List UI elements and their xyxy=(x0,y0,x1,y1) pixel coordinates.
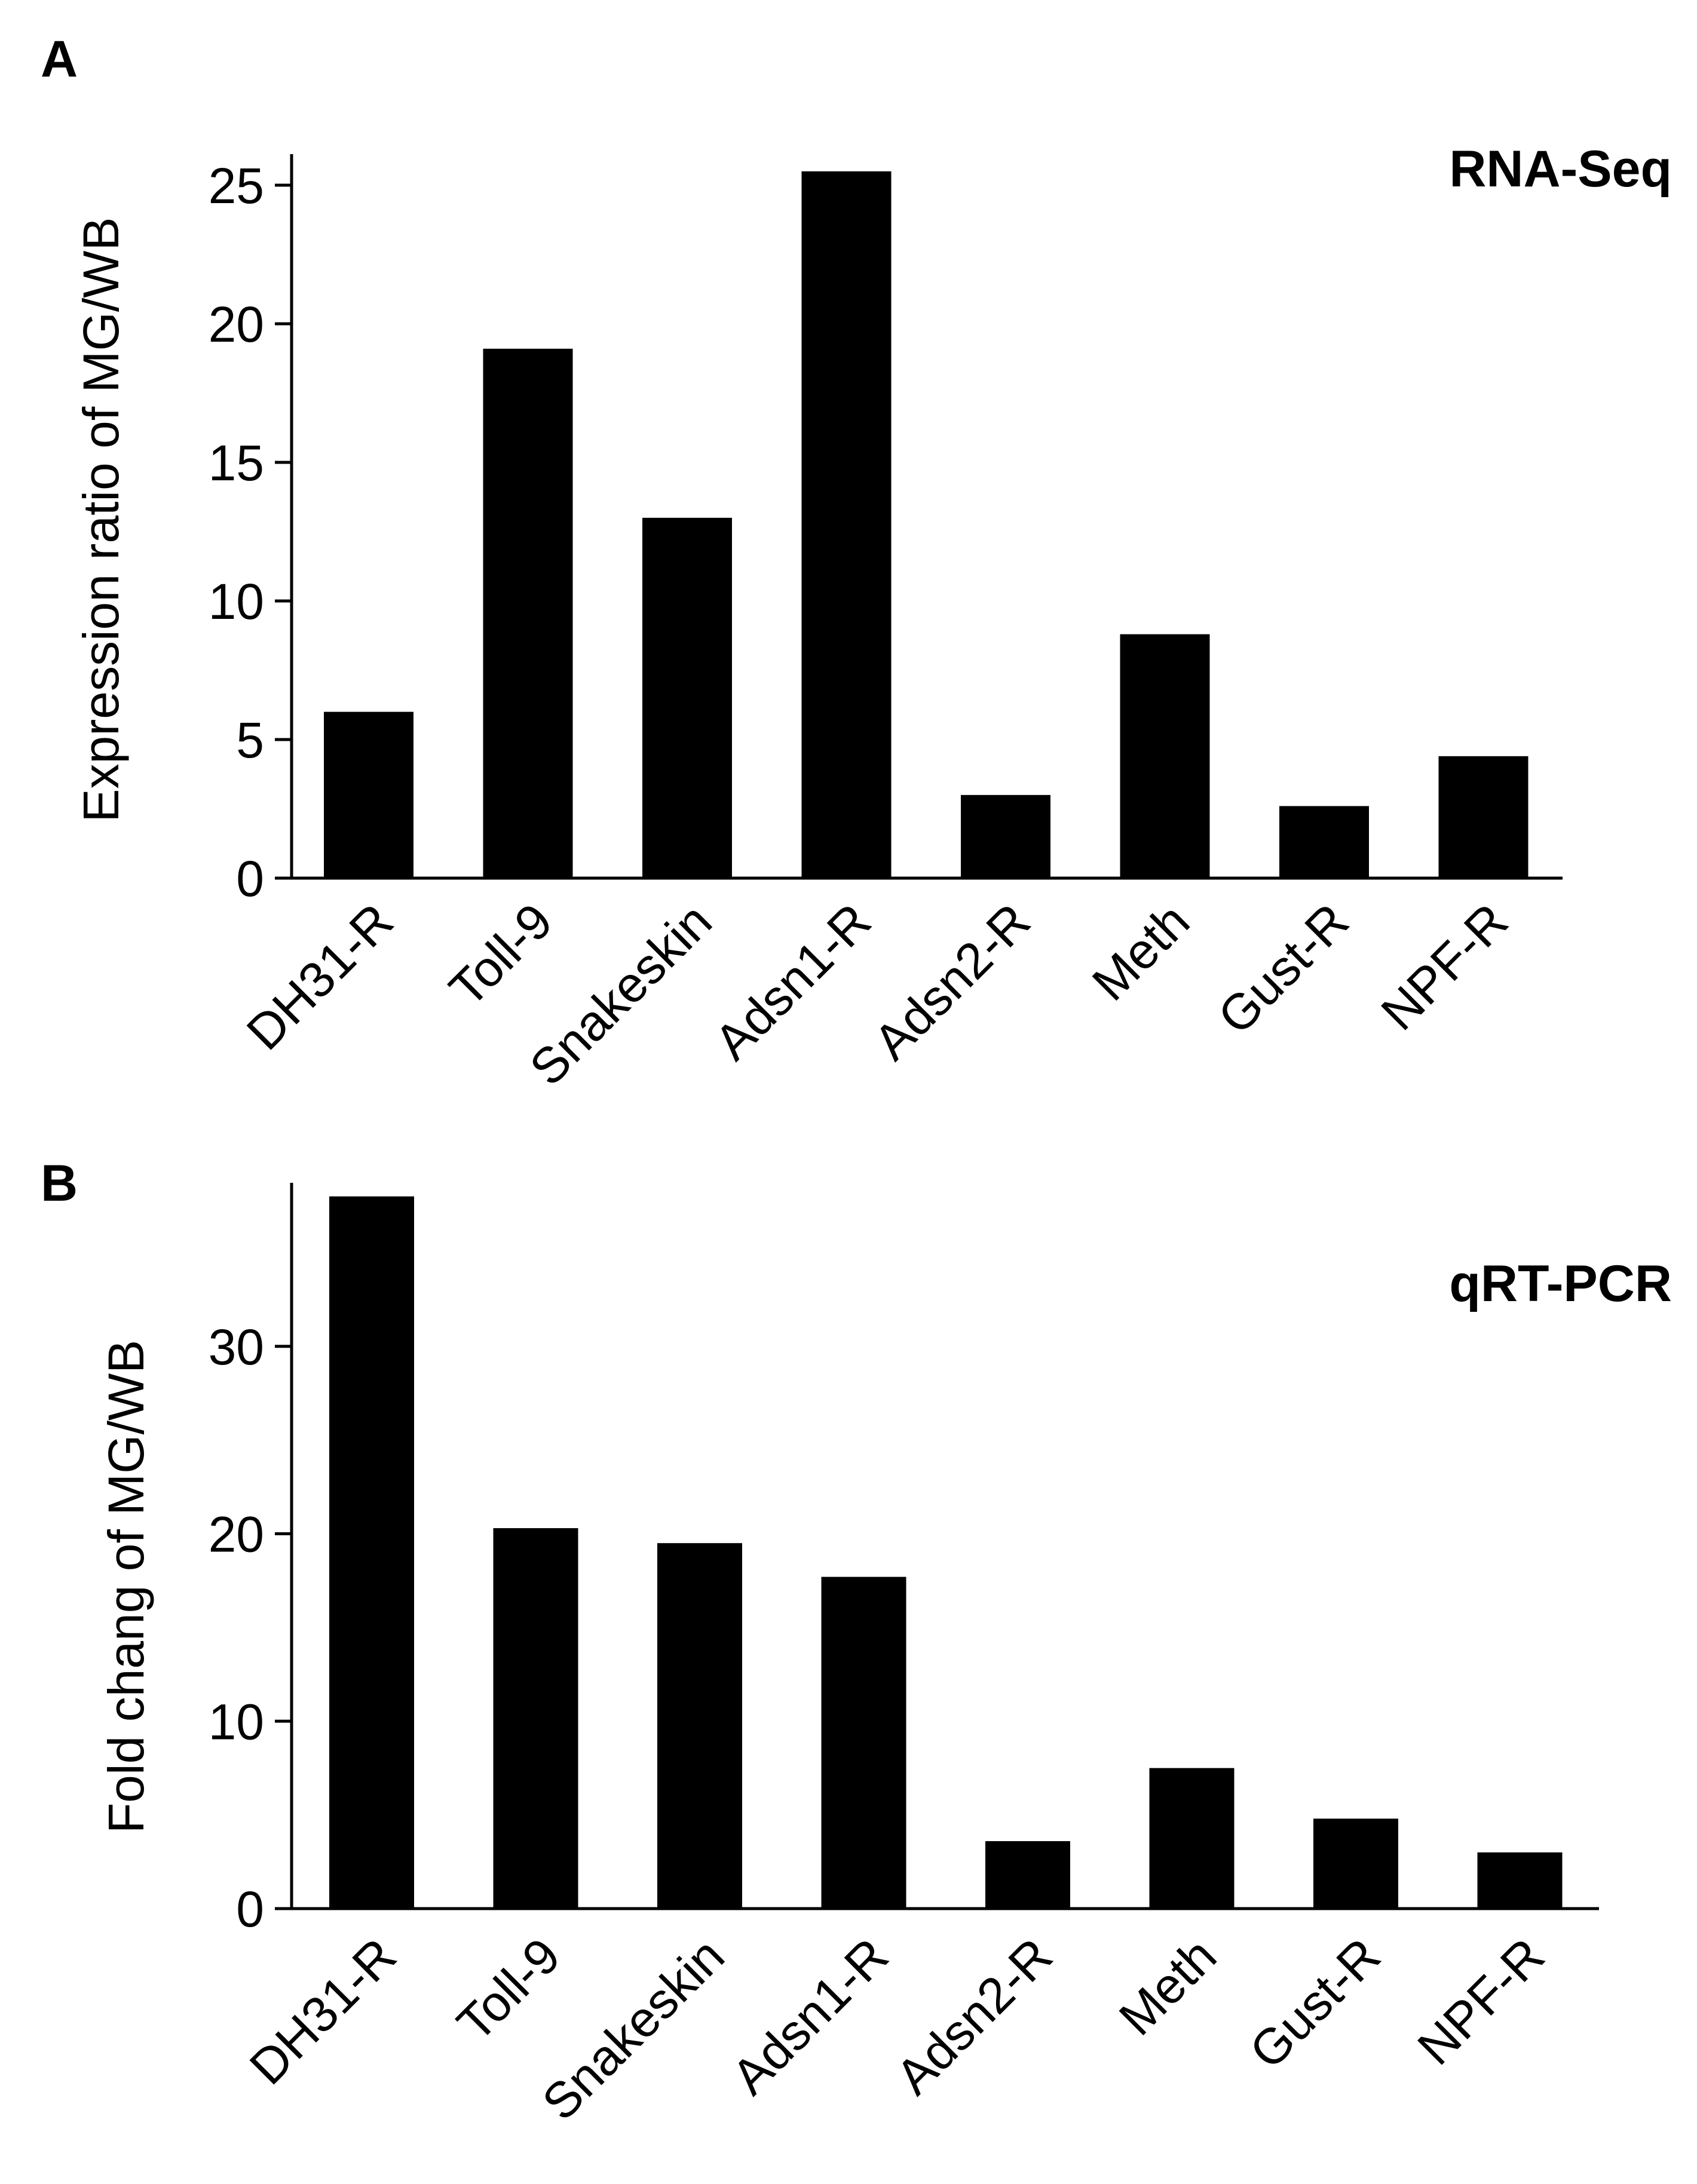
panel-b-bar-meth xyxy=(1149,1768,1235,1909)
panel-b-y-tick-label: 10 xyxy=(209,1694,264,1750)
panel-a-category-label: Adsn2-R xyxy=(863,892,1041,1070)
panel-a-bar-gust-r xyxy=(1279,806,1369,878)
panel-b-category-label: NPF-R xyxy=(1407,1927,1555,2075)
panel-b-y-axis-title: Fold chang of MG/WB xyxy=(98,1340,154,1833)
panel-a-y-tick-label: 0 xyxy=(236,851,264,907)
panel-b-chart: B qRT-PCR Fold chang of MG/WB 0 10 20 30 DH… xyxy=(41,1155,1672,2131)
panel-b-letter: B xyxy=(41,1155,78,1212)
panel-b-category-label: Meth xyxy=(1108,1927,1227,2046)
panel-b-bar-adsn1-r xyxy=(821,1576,906,1909)
panel-b-bar-snakeskin xyxy=(657,1543,742,1909)
panel-b-bar-gust-r xyxy=(1313,1818,1398,1909)
panel-b-title: qRT-PCR xyxy=(1449,1255,1672,1312)
panel-b-y-tick-label: 0 xyxy=(236,1881,264,1937)
panel-a-category-label: Adsn1-R xyxy=(704,892,882,1070)
panel-a-letter: A xyxy=(41,30,78,88)
panel-a-category-label: Toll-9 xyxy=(439,892,563,1017)
panel-a-title: RNA-Seq xyxy=(1449,140,1672,198)
panel-a-chart: A RNA-Seq Expression ratio of MG/WB 0 5 10… xyxy=(41,30,1672,1096)
panel-b-category-label: DH31-R xyxy=(239,1927,407,2095)
panel-a-category-label: Gust-R xyxy=(1207,892,1359,1045)
panel-b-category-label: Gust-R xyxy=(1239,1927,1391,2079)
panel-b-category-label: Adsn2-R xyxy=(885,1927,1063,2105)
panel-b-bar-npf-r xyxy=(1477,1852,1563,1909)
panel-a-category-label: Meth xyxy=(1082,892,1200,1011)
panel-a-category-label: NPF-R xyxy=(1370,892,1518,1041)
panel-a-bar-snakeskin xyxy=(642,517,732,878)
panel-a-y-tick-label: 25 xyxy=(209,158,264,214)
panel-a-bar-adsn1-r xyxy=(801,171,892,878)
panel-a-y-tick-label: 5 xyxy=(236,712,264,768)
panel-a-y-tick-label: 20 xyxy=(209,296,264,352)
panel-a-bar-dh31-r xyxy=(324,711,413,878)
panel-b-y-tick-label: 20 xyxy=(209,1507,264,1563)
panel-a-category-label: DH31-R xyxy=(236,892,404,1060)
panel-a-bar-toll-9 xyxy=(483,348,573,878)
panel-a-bar-adsn2-r xyxy=(961,795,1050,878)
panel-b-category-label: Adsn1-R xyxy=(721,1927,899,2105)
panel-b-y-tick-label: 30 xyxy=(209,1319,264,1375)
panel-b-category-label: Snakeskin xyxy=(531,1927,735,2131)
panel-a-y-tick-label: 15 xyxy=(209,435,264,491)
panel-b-bar-dh31-r xyxy=(329,1196,414,1909)
panel-a-bar-npf-r xyxy=(1438,756,1528,878)
panel-a-y-tick-label: 10 xyxy=(209,573,264,630)
panel-a-bar-meth xyxy=(1120,634,1210,878)
panel-b-bar-adsn2-r xyxy=(985,1841,1070,1909)
panel-a-y-axis-title: Expression ratio of MG/WB xyxy=(73,217,129,823)
panel-b-category-label: Toll-9 xyxy=(446,1927,571,2051)
panel-b-bar-toll-9 xyxy=(493,1528,578,1909)
